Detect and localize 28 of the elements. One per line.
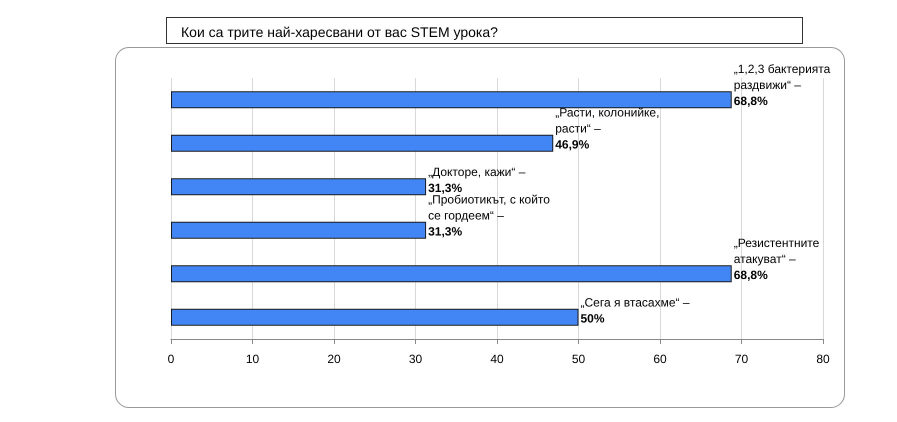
y-tick-label: „Расти, колонийке, расти“ – bbox=[555, 105, 660, 136]
bar bbox=[171, 222, 426, 239]
bar bbox=[171, 91, 732, 108]
x-tick-label: 40 bbox=[490, 352, 504, 366]
bar bbox=[171, 178, 426, 196]
data-label: 50% bbox=[580, 311, 605, 326]
x-tick-label: 60 bbox=[653, 352, 667, 366]
chart-title: Кои са трите най-харесвани от вас STEM урока? bbox=[166, 17, 803, 44]
x-tick-label: 10 bbox=[246, 352, 260, 366]
y-tick-label: „Сега я втасахме“ – bbox=[580, 295, 690, 310]
data-label: 68,8% bbox=[734, 268, 768, 282]
y-tick-label: „Пробиотикът, с който се гордеем“ – bbox=[428, 192, 550, 222]
bar bbox=[171, 308, 578, 326]
data-label: 46,9% bbox=[555, 137, 590, 152]
y-tick-label: „1,2,3 бактерията раздвижи“ – bbox=[734, 62, 831, 92]
bar bbox=[171, 265, 732, 282]
data-label: 68,8% bbox=[734, 94, 768, 108]
x-tick-label: 30 bbox=[408, 352, 422, 366]
data-label: 31,3% bbox=[428, 180, 462, 195]
x-tick-label: 80 bbox=[816, 352, 830, 366]
bar bbox=[171, 134, 554, 152]
data-label: 31,3% bbox=[428, 224, 462, 238]
y-tick-label: „Резистентните атакуват“ – bbox=[734, 236, 820, 266]
x-tick-label: 70 bbox=[734, 352, 748, 366]
x-tick-label: 50 bbox=[572, 352, 586, 366]
y-tick-label: „Докторе, кажи“ – bbox=[428, 164, 526, 179]
x-tick-label: 0 bbox=[168, 352, 175, 366]
x-tick-label: 20 bbox=[327, 352, 341, 366]
